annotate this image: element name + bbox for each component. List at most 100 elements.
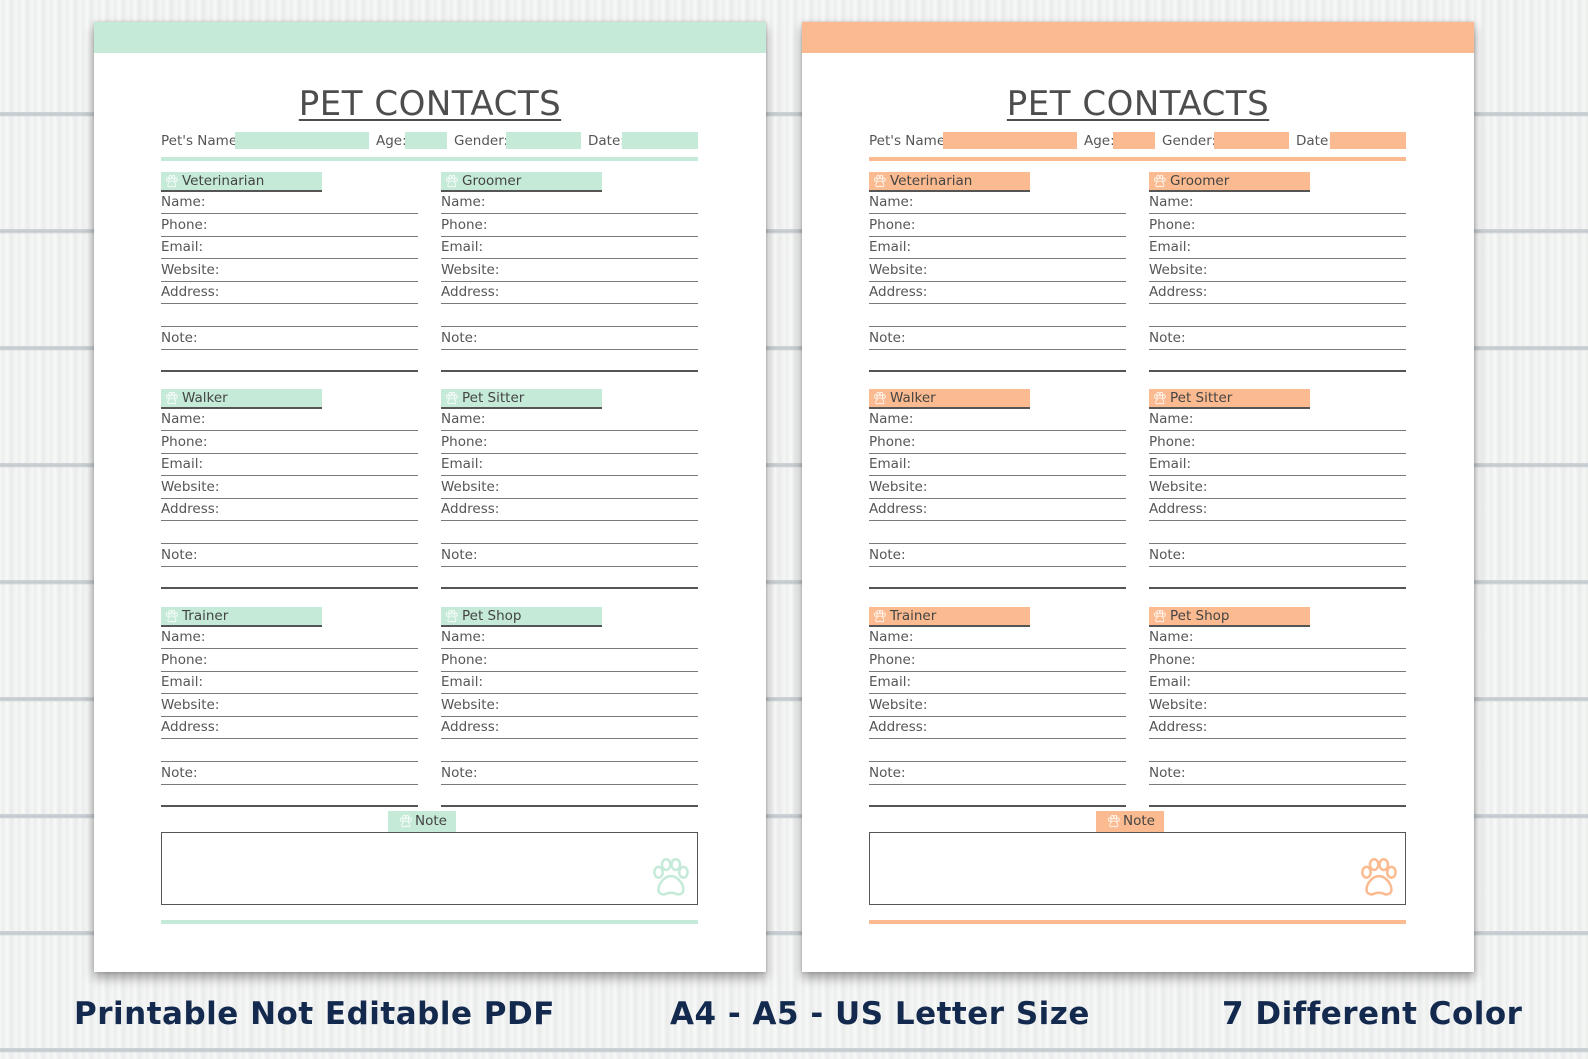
field-email[interactable]: Email: xyxy=(161,672,418,695)
field-website[interactable]: Website: xyxy=(161,260,418,282)
field-email[interactable]: Email: xyxy=(869,237,1126,260)
field-phone[interactable]: Phone: xyxy=(161,432,418,454)
field-line[interactable] xyxy=(869,522,1126,544)
gender-field[interactable] xyxy=(1214,132,1289,149)
date-field[interactable] xyxy=(1330,132,1406,149)
field-note[interactable]: Note: xyxy=(161,545,418,567)
field-name[interactable]: Name: xyxy=(441,192,698,214)
field-email[interactable]: Email: xyxy=(869,454,1126,477)
field-name[interactable]: Name: xyxy=(869,409,1126,431)
field-email[interactable]: Email: xyxy=(441,672,698,695)
field-phone[interactable]: Phone: xyxy=(1149,650,1406,672)
field-address[interactable]: Address: xyxy=(161,499,418,522)
field-website[interactable]: Website: xyxy=(441,695,698,717)
field-address[interactable]: Address: xyxy=(441,282,698,305)
field-line[interactable] xyxy=(161,740,418,762)
field-line[interactable] xyxy=(441,522,698,544)
field-address[interactable]: Address: xyxy=(441,717,698,740)
field-name[interactable]: Name: xyxy=(1149,627,1406,649)
field-line[interactable] xyxy=(1149,740,1406,762)
field-line[interactable] xyxy=(1149,785,1406,808)
pet-name-field[interactable] xyxy=(235,132,369,149)
note-box[interactable] xyxy=(161,832,698,905)
field-phone[interactable]: Phone: xyxy=(441,215,698,237)
field-address[interactable]: Address: xyxy=(161,282,418,305)
field-line[interactable] xyxy=(1149,305,1406,327)
field-website[interactable]: Website: xyxy=(869,260,1126,282)
field-line[interactable] xyxy=(161,567,418,590)
field-note[interactable]: Note: xyxy=(441,328,698,350)
field-email[interactable]: Email: xyxy=(441,454,698,477)
field-address[interactable]: Address: xyxy=(1149,282,1406,305)
field-phone[interactable]: Phone: xyxy=(441,432,698,454)
field-line[interactable] xyxy=(869,305,1126,327)
date-field[interactable] xyxy=(622,132,698,149)
field-website[interactable]: Website: xyxy=(1149,477,1406,499)
field-note[interactable]: Note: xyxy=(161,328,418,350)
field-line[interactable] xyxy=(161,350,418,373)
field-line[interactable] xyxy=(161,305,418,327)
field-email[interactable]: Email: xyxy=(1149,672,1406,695)
field-phone[interactable]: Phone: xyxy=(869,650,1126,672)
field-line[interactable] xyxy=(441,740,698,762)
field-name[interactable]: Name: xyxy=(161,192,418,214)
field-phone[interactable]: Phone: xyxy=(869,432,1126,454)
field-website[interactable]: Website: xyxy=(869,695,1126,717)
field-phone[interactable]: Phone: xyxy=(1149,432,1406,454)
field-website[interactable]: Website: xyxy=(441,260,698,282)
field-line[interactable] xyxy=(441,567,698,590)
field-line[interactable] xyxy=(441,305,698,327)
field-website[interactable]: Website: xyxy=(161,477,418,499)
field-line[interactable] xyxy=(1149,567,1406,590)
field-line[interactable] xyxy=(1149,350,1406,373)
field-line[interactable] xyxy=(869,350,1126,373)
field-name[interactable]: Name: xyxy=(161,409,418,431)
field-website[interactable]: Website: xyxy=(441,477,698,499)
field-address[interactable]: Address: xyxy=(1149,499,1406,522)
field-note[interactable]: Note: xyxy=(1149,763,1406,785)
field-phone[interactable]: Phone: xyxy=(869,215,1126,237)
field-website[interactable]: Website: xyxy=(161,695,418,717)
field-phone[interactable]: Phone: xyxy=(1149,215,1406,237)
field-line[interactable] xyxy=(869,567,1126,590)
note-box[interactable] xyxy=(869,832,1406,905)
field-name[interactable]: Name: xyxy=(441,627,698,649)
age-field[interactable] xyxy=(405,132,447,149)
field-note[interactable]: Note: xyxy=(869,763,1126,785)
field-address[interactable]: Address: xyxy=(161,717,418,740)
field-note[interactable]: Note: xyxy=(1149,328,1406,350)
field-name[interactable]: Name: xyxy=(1149,409,1406,431)
field-website[interactable]: Website: xyxy=(1149,695,1406,717)
field-line[interactable] xyxy=(441,785,698,808)
field-phone[interactable]: Phone: xyxy=(161,215,418,237)
field-address[interactable]: Address: xyxy=(869,499,1126,522)
field-website[interactable]: Website: xyxy=(1149,260,1406,282)
field-note[interactable]: Note: xyxy=(441,545,698,567)
field-note[interactable]: Note: xyxy=(441,763,698,785)
field-email[interactable]: Email: xyxy=(441,237,698,260)
field-address[interactable]: Address: xyxy=(869,717,1126,740)
field-email[interactable]: Email: xyxy=(1149,454,1406,477)
field-note[interactable]: Note: xyxy=(161,763,418,785)
field-line[interactable] xyxy=(869,785,1126,808)
field-name[interactable]: Name: xyxy=(1149,192,1406,214)
field-note[interactable]: Note: xyxy=(869,328,1126,350)
field-line[interactable] xyxy=(161,785,418,808)
field-line[interactable] xyxy=(869,740,1126,762)
field-name[interactable]: Name: xyxy=(161,627,418,649)
age-field[interactable] xyxy=(1113,132,1155,149)
field-phone[interactable]: Phone: xyxy=(161,650,418,672)
field-name[interactable]: Name: xyxy=(869,627,1126,649)
field-email[interactable]: Email: xyxy=(161,237,418,260)
gender-field[interactable] xyxy=(506,132,581,149)
field-website[interactable]: Website: xyxy=(869,477,1126,499)
field-note[interactable]: Note: xyxy=(869,545,1126,567)
field-line[interactable] xyxy=(1149,522,1406,544)
field-email[interactable]: Email: xyxy=(1149,237,1406,260)
field-phone[interactable]: Phone: xyxy=(441,650,698,672)
field-address[interactable]: Address: xyxy=(869,282,1126,305)
field-note[interactable]: Note: xyxy=(1149,545,1406,567)
field-name[interactable]: Name: xyxy=(869,192,1126,214)
pet-name-field[interactable] xyxy=(943,132,1077,149)
field-name[interactable]: Name: xyxy=(441,409,698,431)
